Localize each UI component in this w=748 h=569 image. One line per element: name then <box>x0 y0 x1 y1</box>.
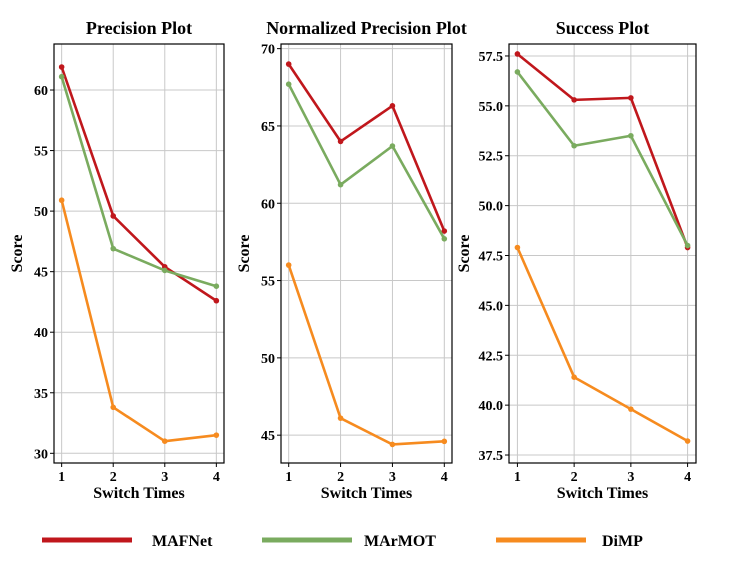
series-line-mafnet <box>60 66 218 302</box>
plot-frame <box>53 43 225 464</box>
y-tick-label: 45.0 <box>479 299 504 314</box>
data-point-mafnet <box>514 51 521 57</box>
series-line-marmot <box>287 83 446 240</box>
data-point-mafnet <box>58 64 65 70</box>
data-point-dimp <box>571 374 577 381</box>
plot-frame <box>280 43 453 464</box>
data-point-dimp <box>110 404 117 411</box>
data-point-marmot <box>58 73 65 80</box>
data-point-marmot <box>337 181 344 188</box>
y-tick-label: 52.5 <box>479 150 504 165</box>
y-axis-label: Score <box>236 235 253 273</box>
y-tick-label: 50.0 <box>479 200 504 215</box>
chart-title: Success Plot <box>556 18 650 38</box>
data-point-marmot <box>514 69 521 75</box>
y-tick-label: 37.5 <box>479 449 504 464</box>
data-point-mafnet <box>285 61 292 67</box>
y-tick-label: 45 <box>34 266 48 281</box>
chart-title: Normalized Precision Plot <box>266 18 467 38</box>
data-point-mafnet <box>571 97 577 103</box>
y-tick-label: 35 <box>34 387 48 402</box>
data-point-dimp <box>441 438 448 445</box>
y-tick-label: 30 <box>34 447 48 462</box>
x-tick-label: 4 <box>684 470 691 485</box>
x-tick-label: 3 <box>627 470 634 485</box>
series-line-mafnet <box>516 52 689 248</box>
x-axis-label: Switch Times <box>93 485 184 502</box>
data-point-mafnet <box>110 213 117 219</box>
x-axis-label: Switch Times <box>321 485 412 502</box>
data-point-mafnet <box>213 297 220 304</box>
data-point-marmot <box>213 283 220 289</box>
x-tick-label: 3 <box>389 470 396 485</box>
series-line-mafnet <box>287 63 446 232</box>
data-point-dimp <box>337 415 344 421</box>
data-point-mafnet <box>628 95 634 101</box>
x-tick-label: 1 <box>514 470 521 485</box>
chart-panel-3: Success Plot 37.5 40.0 42.5 45.0 47.5 50.0 52.5… <box>456 18 697 502</box>
y-tick-label: 55 <box>261 275 275 290</box>
y-tick-label: 50 <box>261 352 275 367</box>
y-axis-label: Score <box>456 235 473 273</box>
x-tick-label: 4 <box>213 470 220 485</box>
data-point-mafnet <box>389 103 396 109</box>
y-tick-label: 65 <box>261 120 275 135</box>
data-point-dimp <box>514 244 521 251</box>
legend-label-mafnet: MAFNet <box>152 533 213 550</box>
series-line-marmot <box>516 71 689 247</box>
y-tick-label: 55 <box>34 145 48 160</box>
series-line-marmot <box>60 76 217 288</box>
data-point-dimp <box>213 432 220 438</box>
data-point-marmot <box>161 267 168 274</box>
x-tick-label: 4 <box>441 470 448 485</box>
data-point-marmot <box>684 242 691 249</box>
x-tick-label: 1 <box>58 470 65 485</box>
legend-label-marmot: MArMOT <box>364 533 436 550</box>
y-tick-label: 55.0 <box>479 100 504 115</box>
y-tick-label: 50 <box>34 205 48 220</box>
data-point-dimp <box>628 406 634 412</box>
y-tick-label: 40 <box>34 326 48 341</box>
y-tick-label: 42.5 <box>479 349 504 364</box>
data-point-dimp <box>684 438 691 444</box>
data-point-mafnet <box>441 228 448 234</box>
y-tick-label: 70 <box>261 43 275 58</box>
y-axis-label: Score <box>9 235 26 273</box>
legend-label-dimp: DiMP <box>602 533 643 550</box>
data-point-marmot <box>628 132 634 139</box>
chart-panel-1: Precision Plot 30 35 40 45 50 55 60 1 2 3 4 Switch T… <box>9 18 225 502</box>
y-tick-label: 57.5 <box>479 50 504 65</box>
plot-frame <box>508 43 697 464</box>
data-point-marmot <box>389 143 396 149</box>
y-tick-label: 60 <box>34 84 48 99</box>
series-line-dimp <box>60 199 217 443</box>
x-tick-label: 1 <box>285 470 292 485</box>
y-tick-label: 40.0 <box>479 399 504 414</box>
data-point-marmot <box>571 142 577 149</box>
series-line-dimp <box>287 264 445 446</box>
y-tick-label: 45 <box>261 429 275 444</box>
series-line-dimp <box>516 246 689 443</box>
y-tick-label: 47.5 <box>479 249 504 264</box>
data-point-dimp <box>285 262 292 268</box>
x-tick-label: 2 <box>110 470 117 485</box>
y-tick-label: 60 <box>261 197 275 212</box>
x-tick-label: 2 <box>571 470 578 485</box>
data-point-marmot <box>441 236 448 242</box>
x-tick-label: 3 <box>161 470 168 485</box>
data-point-dimp <box>58 197 65 204</box>
data-point-mafnet <box>337 138 344 145</box>
chart-title: Precision Plot <box>86 18 192 38</box>
chart-panel-2: Normalized Precision Plot 45 50 55 60 65 70 1 2 3… <box>236 18 467 502</box>
x-axis-label: Switch Times <box>557 485 648 502</box>
data-point-dimp <box>389 441 396 448</box>
legend: MAFNet MArMOT DiMP <box>42 533 643 550</box>
x-tick-label: 2 <box>337 470 344 485</box>
data-point-marmot <box>110 245 117 252</box>
data-point-dimp <box>161 438 168 445</box>
data-point-marmot <box>285 81 292 87</box>
